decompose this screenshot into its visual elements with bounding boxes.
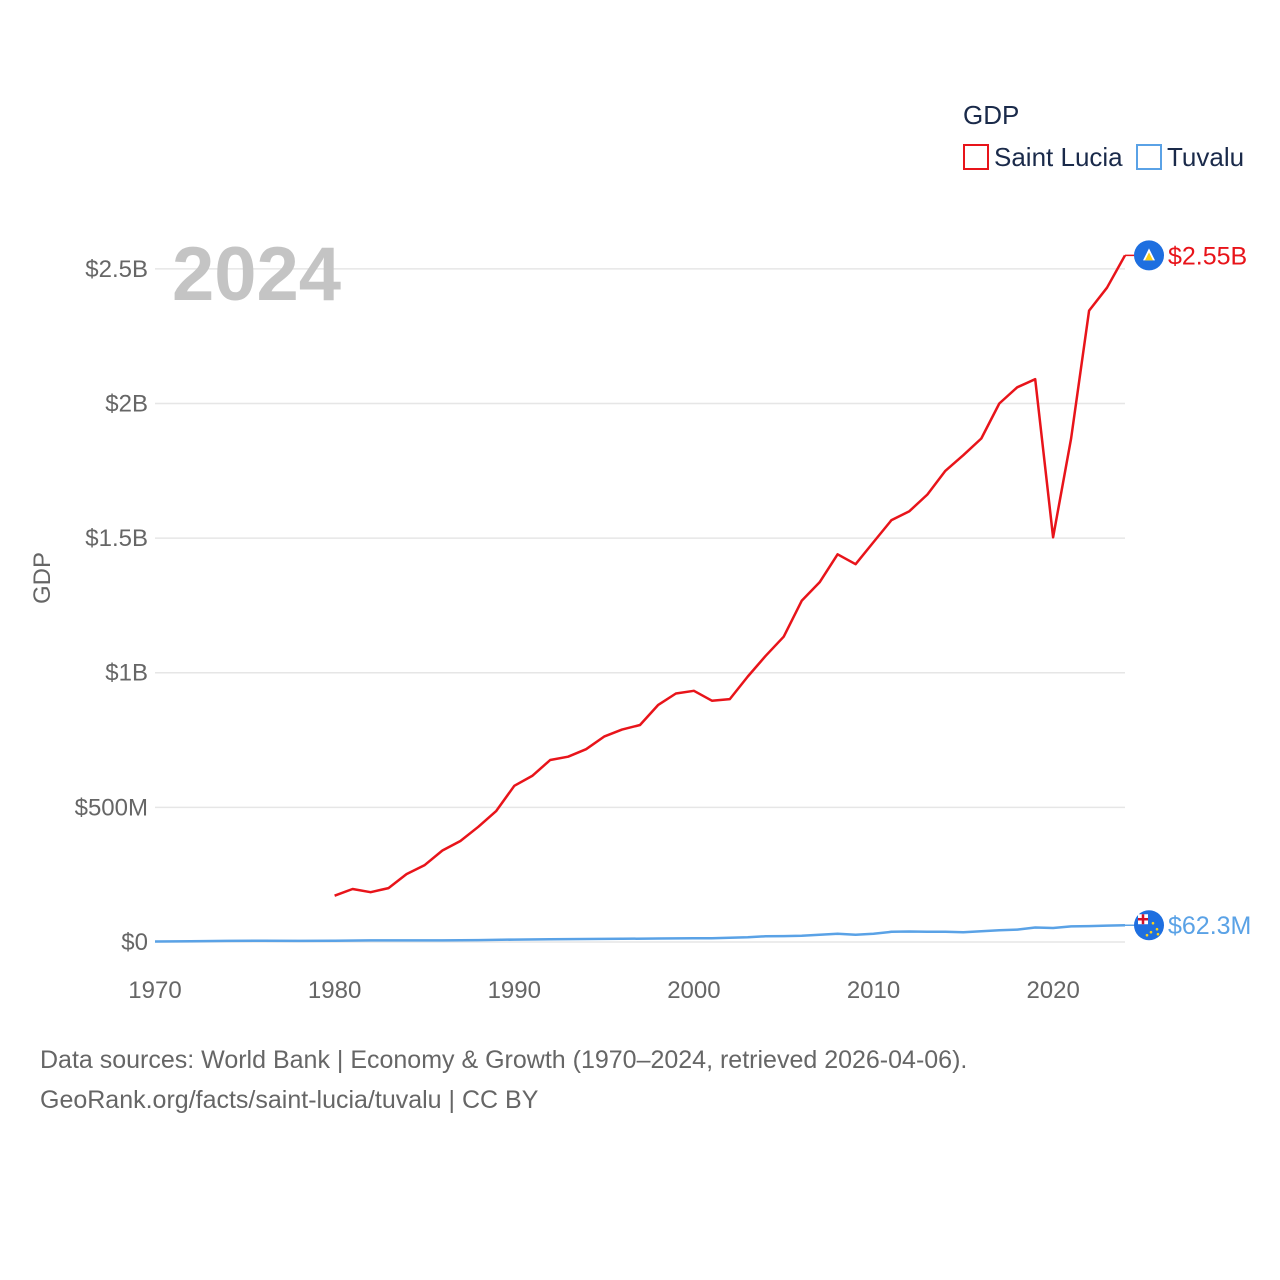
legend: GDP Saint Lucia Tuvalu — [963, 100, 1244, 172]
series-line-saint-lucia[interactable] — [334, 254, 1127, 897]
y-axis-title: GDP — [29, 552, 56, 604]
series-line-tuvalu[interactable] — [154, 923, 1126, 943]
legend-title: GDP — [963, 100, 1019, 130]
y-tick-label: $1.5B — [85, 525, 148, 552]
y-axis-ticks: $0 $500M $1B $1.5B $2B $2.5B — [75, 256, 148, 956]
grid-lines — [155, 268, 1125, 943]
series-lines — [154, 254, 1127, 943]
footer-sources: Data sources: World Bank | Economy & Gro… — [40, 1046, 968, 1074]
legend-label-saint-lucia[interactable]: Saint Lucia — [994, 142, 1123, 172]
flag-triangle-yellow — [1145, 252, 1153, 261]
saint-lucia-flag-icon — [1134, 240, 1164, 271]
end-value-label-tuvalu: $62.3M — [1168, 912, 1251, 940]
x-axis-ticks: 1970 1980 1990 2000 2010 2020 — [128, 977, 1080, 1004]
flag-star — [1145, 933, 1149, 937]
end-markers: $2.55B $62.3M — [1125, 240, 1251, 941]
x-tick-label: 2010 — [847, 977, 900, 1004]
y-tick-label: $2B — [105, 390, 148, 417]
flag-star — [1151, 921, 1155, 925]
flag-star — [1155, 927, 1159, 931]
y-tick-label: $2.5B — [85, 256, 148, 283]
y-tick-label: $500M — [75, 794, 148, 821]
tuvalu-flag-icon — [1134, 910, 1164, 941]
legend-label-tuvalu[interactable]: Tuvalu — [1167, 142, 1244, 172]
year-label: 2024 — [172, 232, 341, 317]
x-tick-label: 2020 — [1026, 977, 1079, 1004]
x-tick-label: 1970 — [128, 977, 181, 1004]
legend-swatch-saint-lucia[interactable] — [963, 144, 989, 170]
footer: Data sources: World Bank | Economy & Gro… — [40, 1040, 967, 1120]
legend-swatch-tuvalu[interactable] — [1136, 144, 1162, 170]
x-tick-label: 1990 — [488, 977, 541, 1004]
flag-star — [1149, 930, 1153, 934]
y-tick-label: $1B — [105, 660, 148, 687]
x-tick-label: 2000 — [667, 977, 720, 1004]
footer-license: GeoRank.org/facts/saint-lucia/tuvalu | C… — [40, 1086, 539, 1114]
flag-star — [1156, 932, 1160, 936]
y-tick-label: $0 — [121, 929, 148, 956]
x-tick-label: 1980 — [308, 977, 361, 1004]
end-value-label-saint-lucia: $2.55B — [1168, 242, 1247, 270]
